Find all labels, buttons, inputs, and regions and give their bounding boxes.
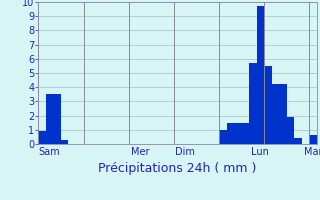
X-axis label: Précipitations 24h ( mm ): Précipitations 24h ( mm ) bbox=[99, 162, 257, 175]
Bar bbox=[234, 123, 242, 144]
Bar bbox=[272, 84, 279, 144]
Bar bbox=[279, 84, 287, 144]
Bar bbox=[287, 117, 294, 144]
Bar bbox=[294, 138, 302, 144]
Bar bbox=[242, 123, 249, 144]
Bar bbox=[249, 63, 257, 144]
Bar bbox=[38, 131, 46, 144]
Bar bbox=[53, 94, 61, 144]
Bar bbox=[227, 123, 234, 144]
Bar bbox=[264, 66, 272, 144]
Bar bbox=[61, 140, 68, 144]
Bar bbox=[219, 130, 227, 144]
Bar bbox=[257, 6, 264, 144]
Bar bbox=[309, 135, 317, 144]
Bar bbox=[46, 94, 53, 144]
